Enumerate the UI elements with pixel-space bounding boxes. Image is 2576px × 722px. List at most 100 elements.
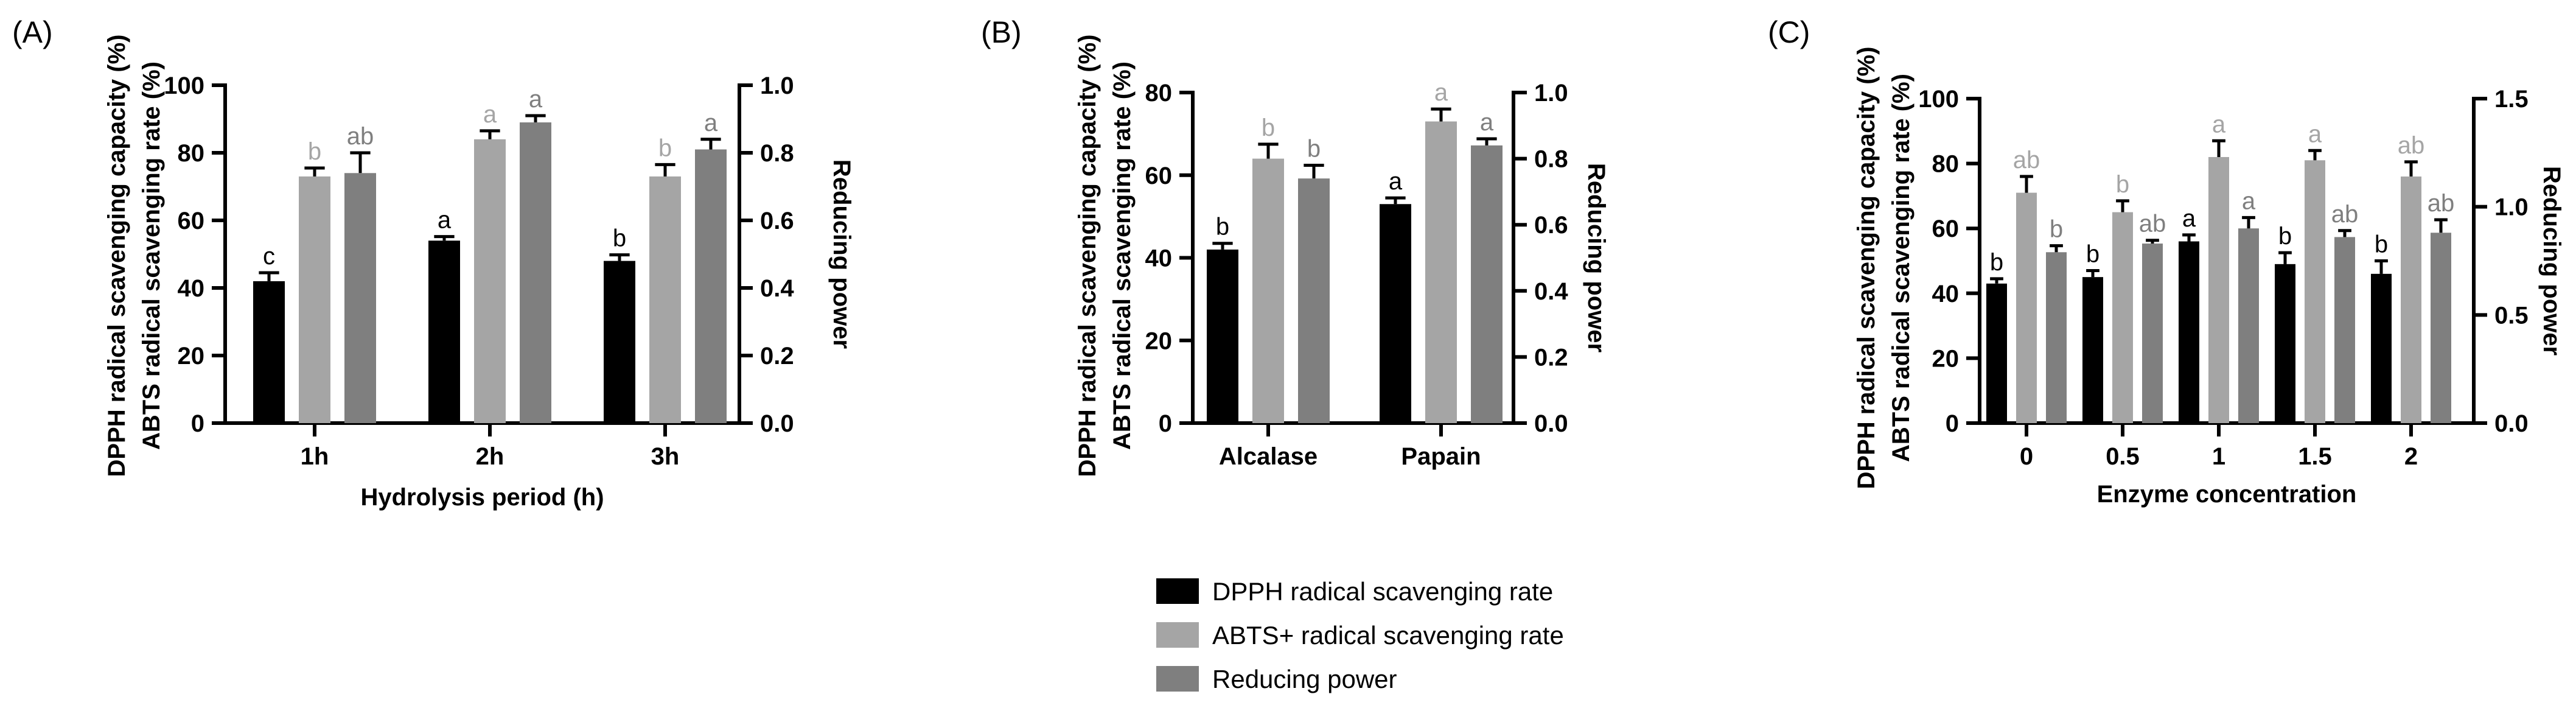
error-bar xyxy=(2116,199,2129,212)
significance-letter: ab xyxy=(2139,211,2166,237)
bar xyxy=(1298,178,1330,423)
left-y-tick-label: 100 xyxy=(164,72,204,99)
bar xyxy=(2082,277,2103,423)
significance-letter: a xyxy=(438,207,452,234)
x-tick-label: Alcalase xyxy=(1219,443,1318,470)
error-bar xyxy=(2278,251,2292,264)
significance-letter: b xyxy=(2050,216,2063,243)
bar xyxy=(428,240,460,423)
error-bar xyxy=(1431,107,1451,122)
right-y-tick-label: 0.2 xyxy=(1534,344,1568,371)
significance-letter: b xyxy=(2086,240,2100,267)
right-y-tick-label: 1.0 xyxy=(2494,194,2529,221)
error-bar xyxy=(2086,268,2100,278)
right-y-tick-label: 0.6 xyxy=(760,208,794,234)
bar xyxy=(2401,176,2421,423)
left-y-tick-label: 100 xyxy=(1918,86,1959,113)
right-y-tick-label: 1.0 xyxy=(1534,80,1568,107)
bar xyxy=(1380,204,1411,423)
right-y-axis-title: Reducing power xyxy=(2538,166,2565,356)
error-bar xyxy=(2212,139,2225,157)
significance-letter: b xyxy=(308,138,321,165)
bar xyxy=(2275,264,2295,423)
error-bar xyxy=(525,114,546,123)
right-y-tick-label: 1.5 xyxy=(2494,86,2529,113)
x-tick-label: 1.5 xyxy=(2298,443,2332,470)
panel-label: (C) xyxy=(1768,15,1810,49)
legend-label: ABTS+ radical scavenging rate xyxy=(1212,621,1564,650)
significance-letter: ab xyxy=(2013,147,2040,173)
significance-letter: a xyxy=(1389,168,1403,195)
significance-letter: a xyxy=(2308,121,2322,147)
bar xyxy=(474,139,506,424)
bar xyxy=(1425,121,1457,423)
bar xyxy=(1471,145,1503,423)
panel-b: (B) 0 20 40 60 80 0.0 0.2 0.4 0.6 0.8 1.0 Alcalase b b… xyxy=(981,15,1610,477)
right-y-tick-label: 0.5 xyxy=(2494,302,2529,329)
left-y-tick-label: 80 xyxy=(1145,80,1173,107)
significance-letter: a xyxy=(1480,109,1494,136)
error-bar xyxy=(609,253,630,261)
left-y-tick-label: 40 xyxy=(1145,245,1173,272)
significance-letter: b xyxy=(1307,135,1321,162)
significance-letter: c xyxy=(263,243,275,270)
legend-label: DPPH radical scavenging rate xyxy=(1212,577,1553,606)
bar xyxy=(2112,212,2133,423)
error-bar xyxy=(2308,149,2322,161)
panel-a: (A)0204060801000.00.20.40.60.81.01hcbab2… xyxy=(12,15,855,511)
x-axis-title: Enzyme concentration xyxy=(2097,481,2357,508)
error-bar xyxy=(2146,239,2159,244)
left-y-tick-label: 40 xyxy=(178,275,205,302)
left-y-tick-label: 0 xyxy=(1159,410,1172,437)
bar xyxy=(2305,160,2325,423)
significance-letter: ab xyxy=(2331,201,2359,228)
x-tick-label: 2 xyxy=(2404,443,2418,470)
bar xyxy=(2046,252,2067,423)
right-y-tick-label: 0.8 xyxy=(1534,146,1568,173)
right-y-tick-label: 0.6 xyxy=(1534,212,1568,239)
y-axis-title: DPPH radical scavenging capacity (%) xyxy=(1853,47,1880,489)
right-y-axis-title: Reducing power xyxy=(828,159,855,349)
significance-letter: ab xyxy=(347,123,374,150)
legend-label: Reducing power xyxy=(1212,665,1397,693)
error-bar xyxy=(350,151,371,173)
error-bar xyxy=(2375,259,2388,274)
bar xyxy=(344,173,376,423)
right-y-tick-label: 0.4 xyxy=(1534,278,1568,305)
bar xyxy=(2334,237,2355,423)
error-bar xyxy=(1304,163,1324,179)
error-bar xyxy=(2242,216,2255,229)
legend: DPPH radical scavenging rate ABTS+ radica… xyxy=(1156,577,1564,693)
significance-letter: b xyxy=(613,225,626,252)
bar xyxy=(299,176,330,423)
bar xyxy=(520,122,551,424)
significance-letter: ab xyxy=(2428,190,2455,217)
error-bar xyxy=(2020,175,2033,193)
right-y-tick-label: 0.0 xyxy=(2494,410,2529,437)
significance-letter: a xyxy=(1434,79,1448,106)
y-axis-title: DPPH radical scavenging capacity (%) xyxy=(103,35,130,477)
error-bar xyxy=(655,163,675,177)
error-bar xyxy=(2050,244,2063,253)
error-bar xyxy=(259,271,279,281)
x-tick-label: 1h xyxy=(301,443,329,470)
error-bar xyxy=(2434,218,2448,233)
error-bar xyxy=(1258,142,1279,159)
right-y-tick-label: 0.8 xyxy=(760,140,794,167)
significance-letter: a xyxy=(2212,111,2226,138)
x-tick-label: 0 xyxy=(2020,443,2033,470)
left-y-tick-label: 60 xyxy=(178,208,205,234)
significance-letter: b xyxy=(2375,231,2388,258)
panel-label: (A) xyxy=(12,15,53,49)
legend-swatch xyxy=(1156,666,1199,692)
right-y-tick-label: 0.2 xyxy=(760,343,794,370)
significance-letter: b xyxy=(2278,223,2292,250)
x-axis-title: Hydrolysis period (h) xyxy=(360,484,604,511)
left-y-tick-label: 40 xyxy=(1932,281,1960,307)
x-tick-label: 0.5 xyxy=(2106,443,2140,470)
error-bar xyxy=(2182,233,2196,242)
significance-letter: b xyxy=(1216,214,1229,240)
left-y-tick-label: 60 xyxy=(1145,163,1173,189)
bar xyxy=(2179,241,2199,423)
